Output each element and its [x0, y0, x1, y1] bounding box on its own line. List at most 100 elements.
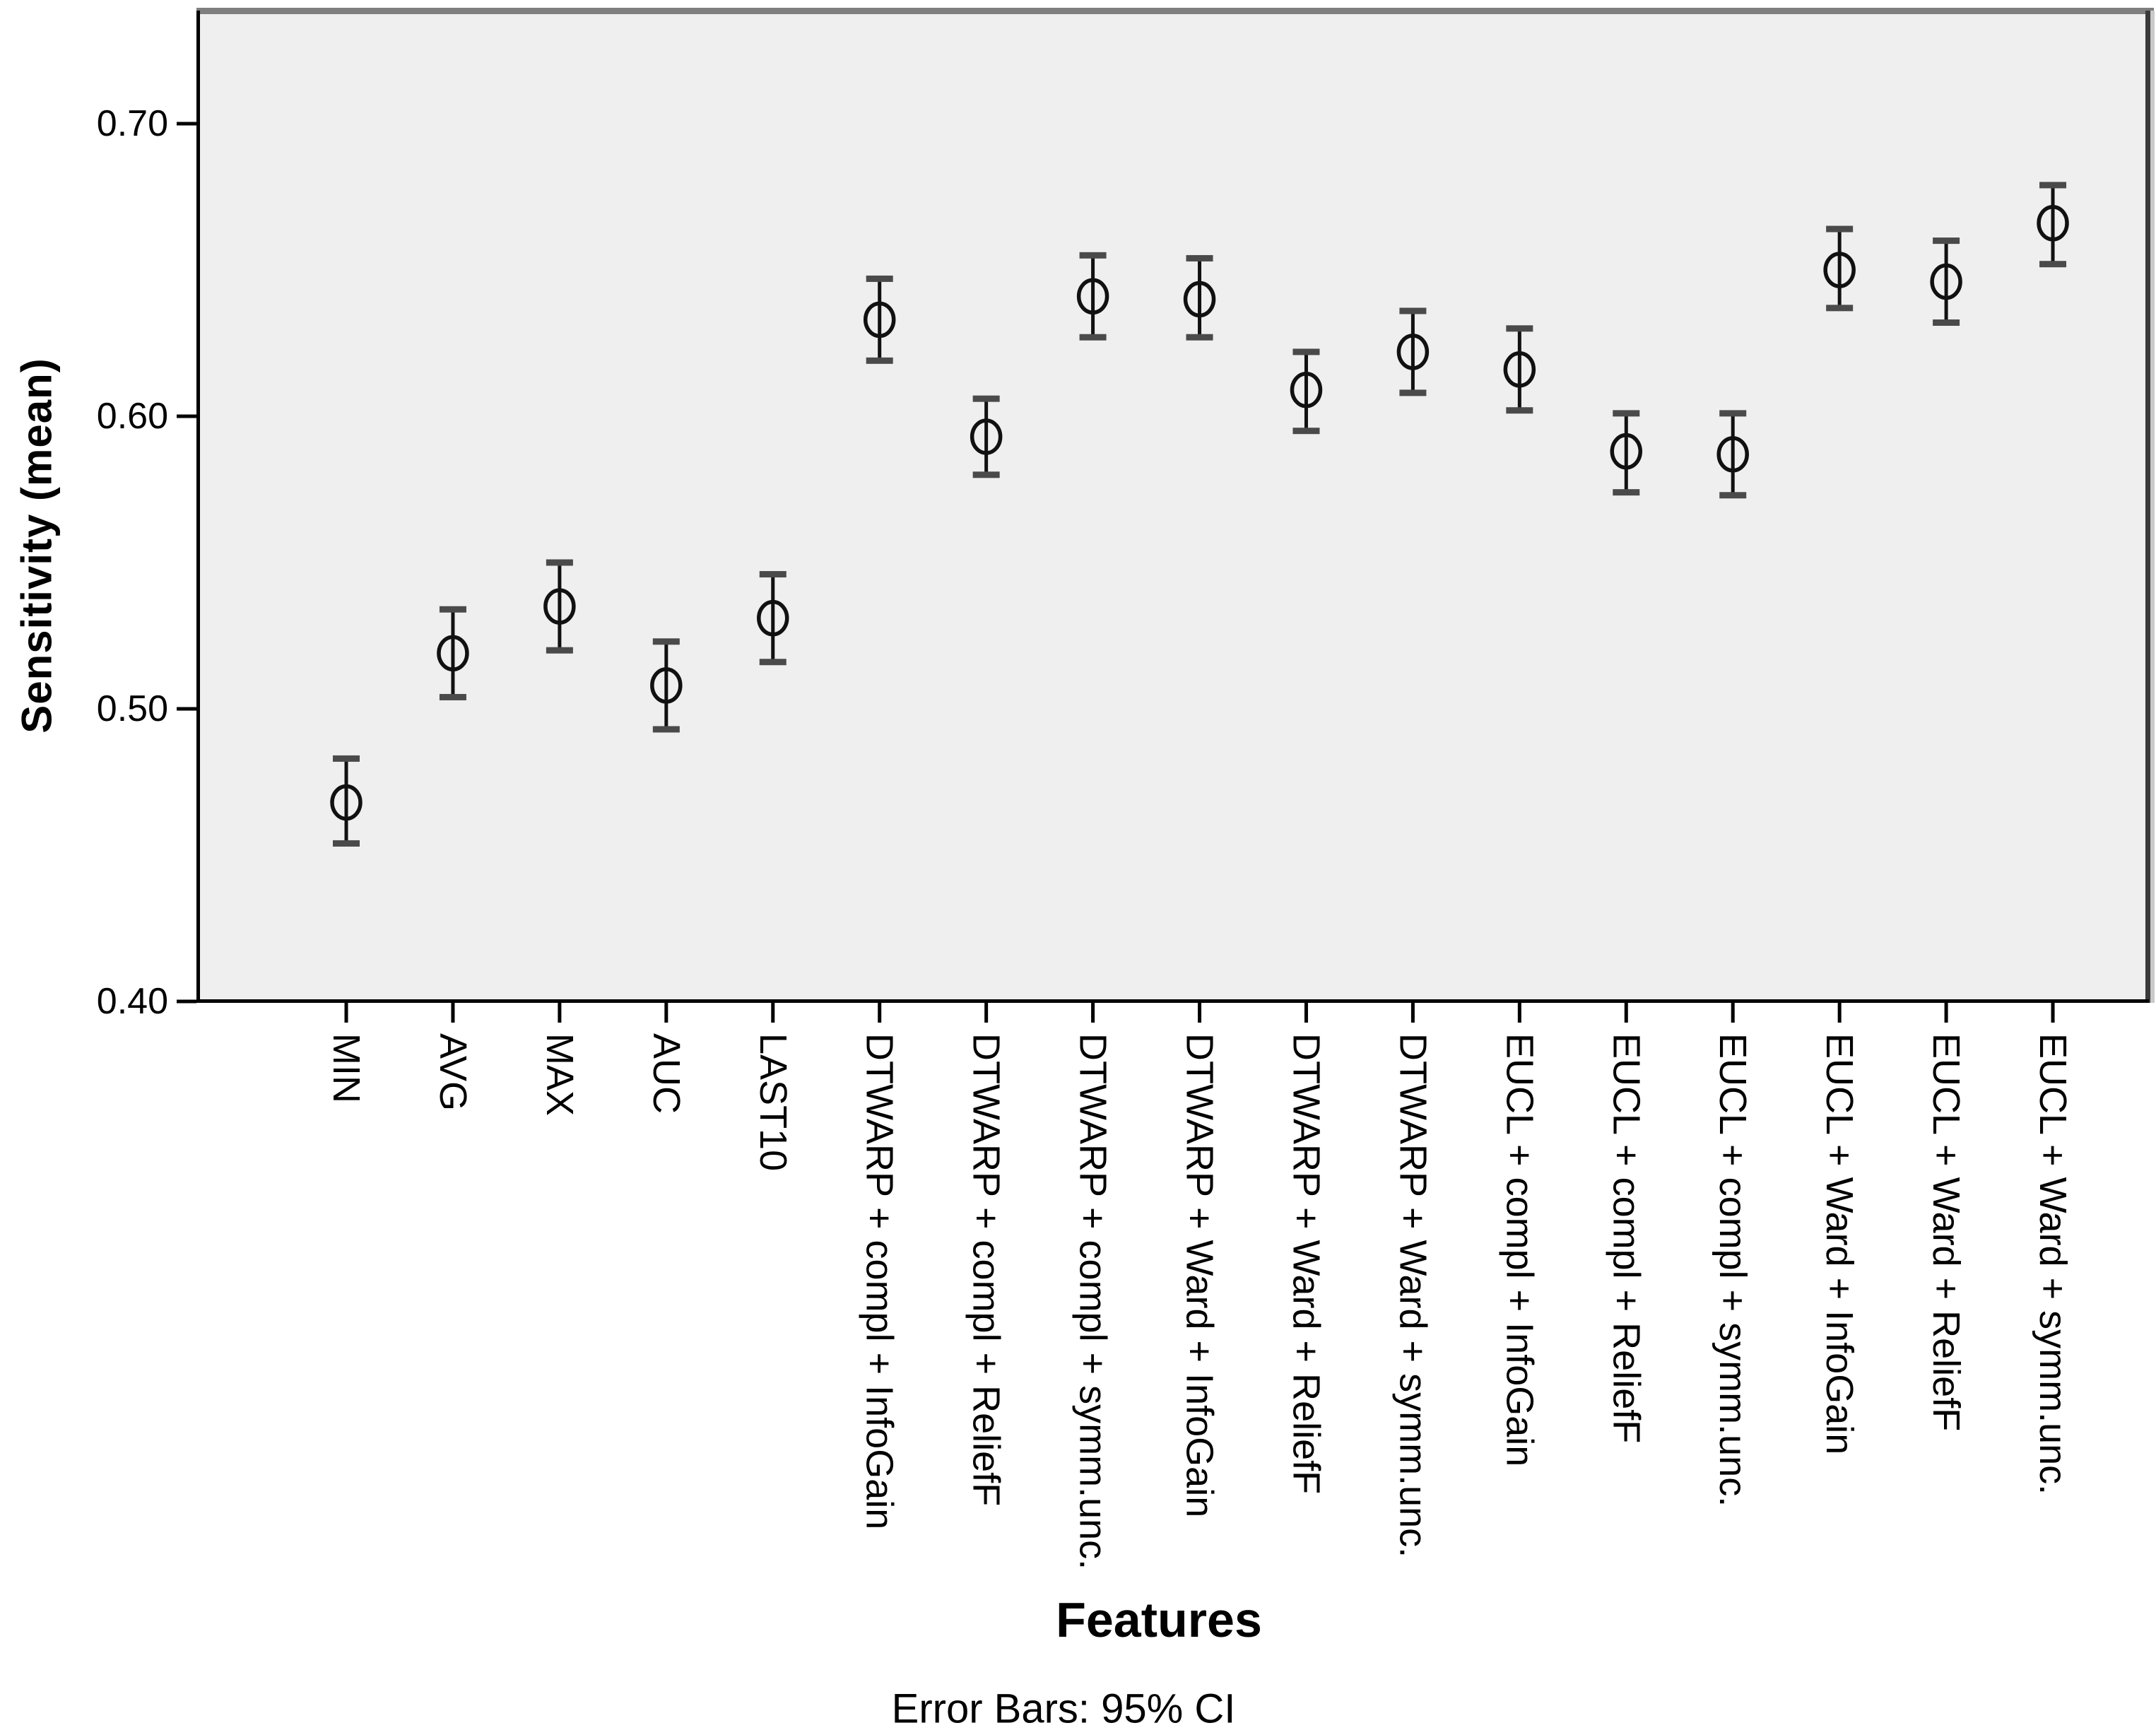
error-bar-cap-bottom [866, 357, 893, 364]
x-category-label: EUCL + compl + ReliefF [1605, 1033, 1647, 1443]
y-tick [177, 122, 196, 126]
error-bar-cap-bottom [1719, 492, 1747, 499]
x-tick [344, 1003, 348, 1023]
x-tick [664, 1003, 668, 1023]
x-category-label: EUCL + Ward + symm.unc. [2032, 1033, 2074, 1495]
data-point-mean-marker [1716, 436, 1749, 473]
error-bar-cap-top [1506, 325, 1533, 332]
x-tick [1944, 1003, 1948, 1023]
x-tick [1304, 1003, 1308, 1023]
error-bar-cap-top [759, 571, 787, 578]
error-bar-cap-bottom [1613, 489, 1640, 496]
error-bar-cap-top [1826, 225, 1854, 233]
error-bar-cap-bottom [546, 647, 573, 654]
x-tick [1410, 1003, 1415, 1023]
y-tick-label: 0.60 [97, 396, 168, 437]
x-category-label: DTWARP + compl + ReliefF [965, 1033, 1008, 1506]
x-category-label: DTWARP + compl + InfoGain [859, 1033, 901, 1529]
y-tick-label: 0.70 [97, 103, 168, 144]
x-axis-line [196, 999, 2149, 1003]
data-point-mean-marker [1503, 351, 1536, 388]
data-point-mean-marker [543, 588, 576, 625]
data-point-mean-marker [437, 635, 469, 672]
x-tick [451, 1003, 455, 1023]
error-bar-cap-top [1933, 237, 1960, 245]
error-bar-cap-bottom [333, 840, 360, 847]
error-bar-cap-bottom [1292, 428, 1320, 435]
x-category-label: MAX [538, 1033, 581, 1116]
x-category-label: EUCL + Ward + InfoGain [1818, 1033, 1861, 1454]
x-category-label: DTWARP + compl + symm.unc. [1072, 1033, 1114, 1570]
error-bar-cap-top [439, 606, 466, 613]
error-bar-cap-bottom [972, 471, 1000, 478]
error-bar-cap-top [546, 559, 573, 566]
data-point-mean-marker [1823, 252, 1856, 288]
error-bar-cap-bottom [439, 693, 466, 700]
data-point-mean-marker [2037, 205, 2069, 242]
error-bar-cap-top [652, 638, 680, 645]
x-tick [878, 1003, 882, 1023]
x-category-label: DTWARP + Ward + InfoGain [1179, 1033, 1221, 1517]
x-category-label: AVG [432, 1033, 474, 1111]
data-point-mean-marker [330, 784, 363, 821]
plot-frame-right-outer [2150, 11, 2155, 1003]
error-bar-cap-bottom [1079, 334, 1107, 341]
error-bars-footnote: Error Bars: 95% CI [891, 1686, 1236, 1732]
x-tick [1624, 1003, 1628, 1023]
data-point-mean-marker [1076, 278, 1109, 315]
x-tick [771, 1003, 775, 1023]
error-bar-cap-bottom [652, 726, 680, 733]
error-bar-cap-bottom [759, 659, 787, 666]
error-bar-cap-top [1079, 252, 1107, 259]
data-point-mean-marker [1183, 281, 1216, 318]
x-category-label: DTWARP + Ward + ReliefF [1285, 1033, 1327, 1494]
data-point-mean-marker [970, 418, 1003, 455]
error-bar-cap-top [2039, 182, 2067, 189]
error-bar-cap-bottom [1186, 334, 1213, 341]
plot-frame-top [196, 8, 2154, 14]
error-bar-cap-bottom [1506, 407, 1533, 414]
x-tick [984, 1003, 989, 1023]
y-axis-line [196, 11, 200, 1003]
y-axis-title: Sensitivity (mean) [13, 358, 61, 734]
error-bar-cap-bottom [1399, 389, 1427, 396]
error-bar-cap-bottom [1826, 305, 1854, 312]
error-bar-cap-top [1292, 348, 1320, 355]
error-bar-cap-top [1186, 254, 1213, 261]
y-tick-label: 0.50 [97, 688, 168, 729]
x-tick [1198, 1003, 1202, 1023]
x-tick [1517, 1003, 1521, 1023]
x-category-label: EUCL + compl + symm.unc. [1712, 1033, 1754, 1507]
x-axis-title: Features [1056, 1592, 1262, 1647]
data-point-mean-marker [1396, 334, 1430, 370]
error-bar-cap-top [866, 275, 893, 282]
y-tick [177, 999, 196, 1004]
x-tick [1837, 1003, 1842, 1023]
data-point-mean-marker [863, 301, 896, 339]
data-point-mean-marker [1930, 263, 1962, 300]
y-tick [177, 414, 196, 418]
x-tick [2051, 1003, 2055, 1023]
x-category-label: EUCL + compl + InfoGain [1498, 1033, 1541, 1466]
error-bar-cap-top [972, 395, 1000, 402]
plot-frame-right [2145, 11, 2150, 1003]
y-tick [177, 707, 196, 711]
error-bar-cap-top [1613, 410, 1640, 417]
x-category-label: AUC [645, 1033, 688, 1114]
error-bar-cap-top [333, 755, 360, 762]
error-bar-cap-bottom [2039, 261, 2067, 268]
y-tick-label: 0.40 [97, 981, 168, 1022]
data-point-mean-marker [650, 667, 683, 704]
x-category-label: DTWARP + Ward + symm.unc. [1391, 1033, 1434, 1558]
x-tick [1091, 1003, 1095, 1023]
data-point-mean-marker [1610, 433, 1643, 470]
x-tick [1731, 1003, 1735, 1023]
x-category-label: MIN [325, 1033, 367, 1103]
error-bar-cap-bottom [1933, 319, 1960, 327]
error-bar-cap-top [1399, 307, 1427, 314]
data-point-mean-marker [1290, 371, 1323, 408]
x-tick [558, 1003, 562, 1023]
x-category-label: EUCL + Ward + ReliefF [1925, 1033, 1967, 1431]
